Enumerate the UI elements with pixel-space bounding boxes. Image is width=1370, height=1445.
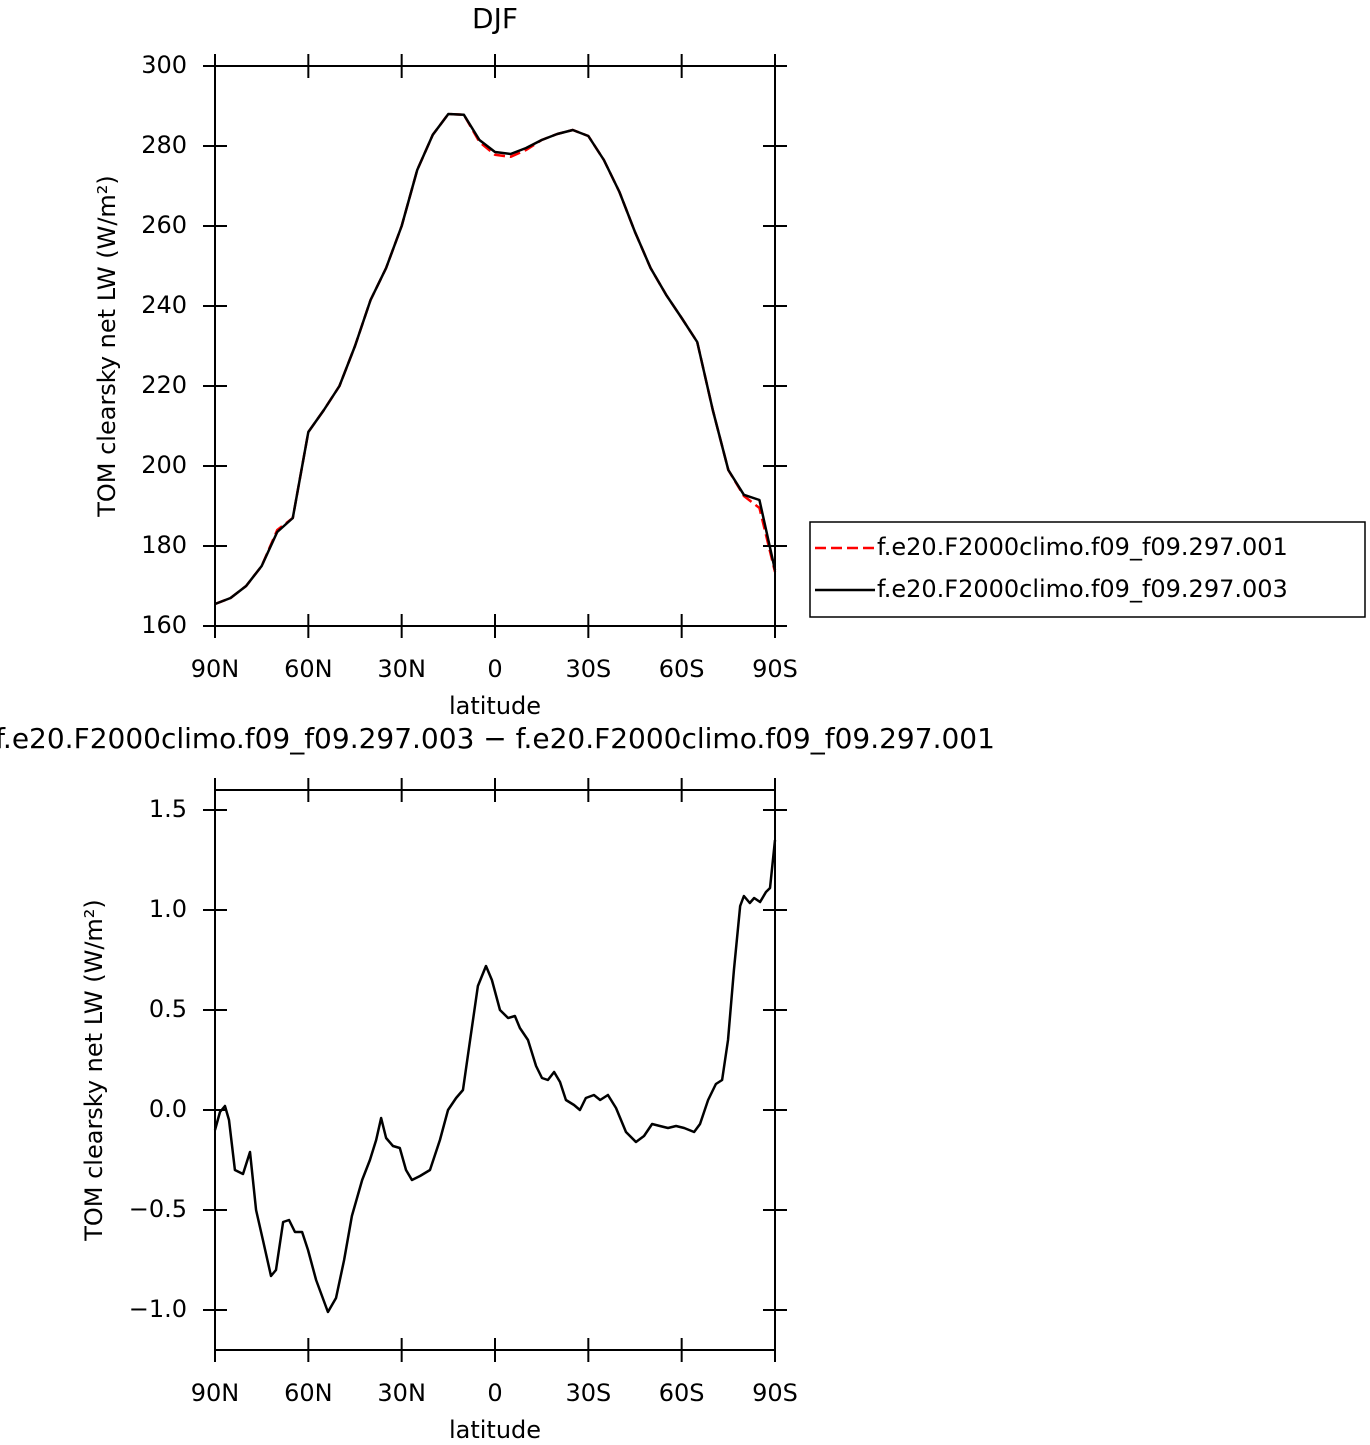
plot-frame — [214, 65, 776, 627]
y-tick-label: 180 — [141, 531, 187, 559]
x-tick-label: 30N — [377, 655, 426, 683]
y-tick-label: −0.5 — [129, 1195, 187, 1223]
y-tick-label: 280 — [141, 131, 187, 159]
data-line — [214, 112, 777, 606]
x-tick-label: 90N — [191, 655, 240, 683]
y-tick-label: 240 — [141, 291, 187, 319]
y-tick-label: 1.5 — [149, 795, 187, 823]
x-axis-label: latitude — [449, 1416, 541, 1444]
y-tick-label: 0.5 — [149, 995, 187, 1023]
chart-title: f.e20.F2000climo.f09_f09.297.003 − f.e20… — [0, 722, 995, 755]
y-tick-label: 200 — [141, 451, 187, 479]
x-tick-label: 30S — [565, 655, 611, 683]
y-tick-label: 300 — [141, 51, 187, 79]
x-tick-label: 60S — [659, 655, 705, 683]
x-tick-label: 60N — [284, 1379, 333, 1407]
y-tick-label: 1.0 — [149, 895, 187, 923]
y-tick-label: −1.0 — [129, 1295, 187, 1323]
chart-title: DJF — [472, 2, 518, 35]
x-axis-label: latitude — [449, 692, 541, 720]
legend-label: f.e20.F2000climo.f09_f09.297.003 — [877, 575, 1288, 603]
y-tick-label: 0.0 — [149, 1095, 187, 1123]
y-tick-label: 260 — [141, 211, 187, 239]
legend-box — [809, 521, 1366, 618]
y-tick-label: 220 — [141, 371, 187, 399]
x-tick-label: 60N — [284, 655, 333, 683]
legend: f.e20.F2000climo.f09_f09.297.001 f.e20.F2… — [809, 521, 1366, 618]
y-axis-label: TOM clearsky net LW (W/m²) — [93, 175, 121, 518]
data-line — [213, 839, 777, 1314]
x-tick-label: 90S — [752, 1379, 798, 1407]
legend-label: f.e20.F2000climo.f09_f09.297.001 — [877, 533, 1288, 561]
x-tick-label: 30N — [377, 1379, 426, 1407]
y-axis-label: TOM clearsky net LW (W/m²) — [80, 899, 108, 1242]
data-line — [214, 112, 777, 606]
y-tick-label: 160 — [141, 611, 187, 639]
x-tick-label: 90S — [752, 655, 798, 683]
x-tick-label: 0 — [487, 655, 502, 683]
x-tick-label: 30S — [565, 1379, 611, 1407]
x-tick-label: 90N — [191, 1379, 240, 1407]
x-tick-label: 60S — [659, 1379, 705, 1407]
plot-frame — [214, 789, 776, 1351]
x-tick-label: 0 — [487, 1379, 502, 1407]
